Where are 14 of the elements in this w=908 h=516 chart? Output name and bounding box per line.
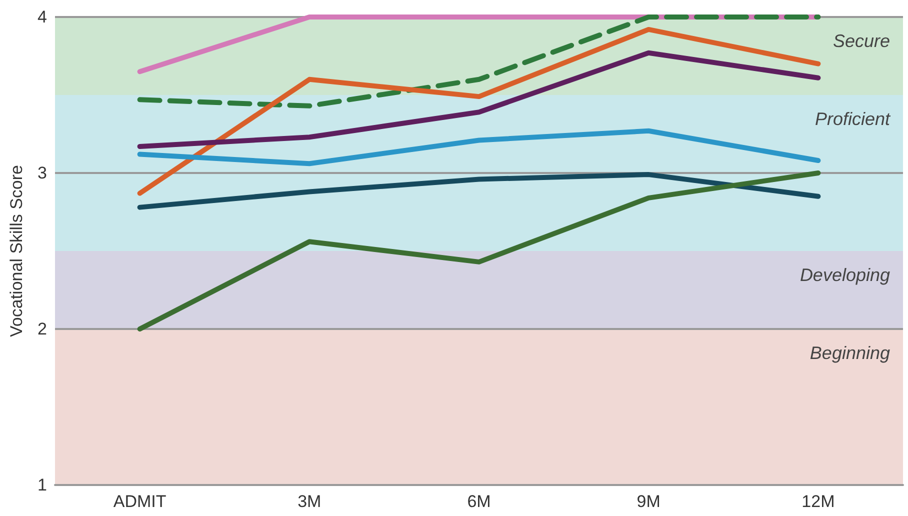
x-tick-label: ADMIT [113, 492, 166, 511]
y-axis-title: Vocational Skills Score [7, 165, 26, 337]
x-tick-label: 3M [298, 492, 322, 511]
x-tick-label: 6M [467, 492, 491, 511]
y-tick-label: 3 [38, 164, 47, 182]
band-label: Secure [832, 31, 890, 51]
band-label: Beginning [810, 343, 890, 363]
y-tick-label: 4 [38, 8, 47, 26]
y-tick-label: 2 [38, 320, 47, 338]
y-tick-label: 1 [38, 476, 47, 494]
band-label: Developing [800, 265, 890, 285]
x-tick-label: 9M [636, 492, 660, 511]
x-tick-label: 12M [802, 492, 835, 511]
band-label: Proficient [814, 109, 891, 129]
